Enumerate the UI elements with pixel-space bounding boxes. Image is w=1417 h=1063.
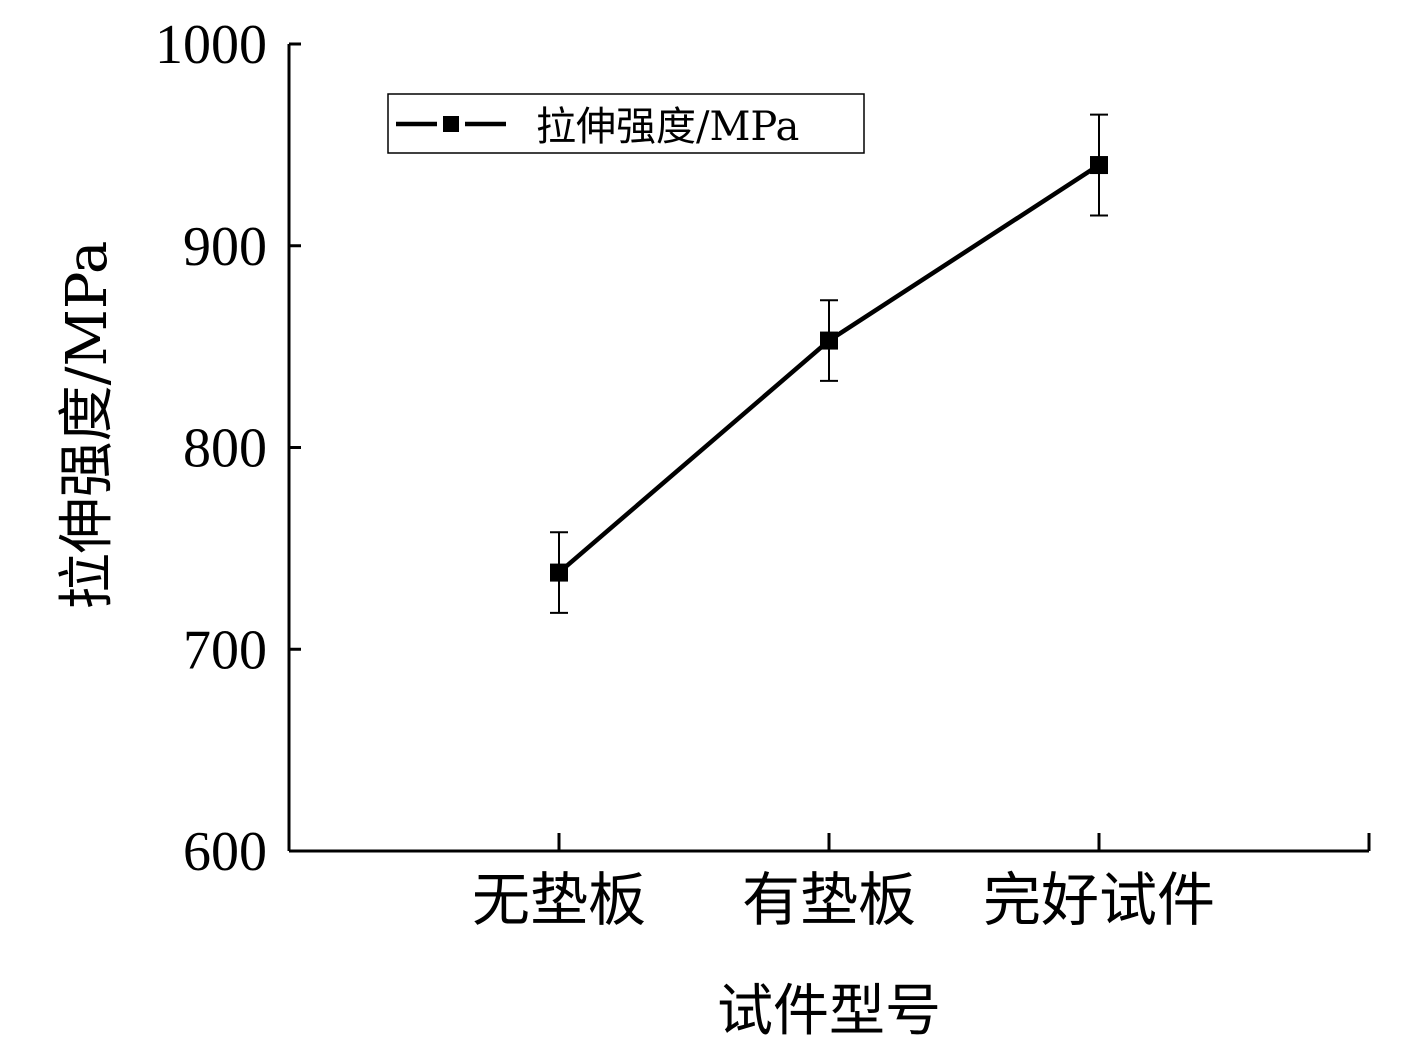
y-tick-label-3: 900 <box>183 216 267 278</box>
axes <box>287 44 1369 853</box>
legend-marker <box>443 116 459 132</box>
error-bars <box>550 113 1108 614</box>
y-ticks: 600 700 800 900 1000 <box>155 14 301 883</box>
data-point-0 <box>550 563 568 582</box>
y-tick-label-1: 700 <box>183 619 267 681</box>
data-markers <box>550 156 1108 582</box>
y-tick-label-0: 600 <box>183 821 267 883</box>
x-axis-title: 试件型号 <box>717 979 941 1044</box>
legend: 拉伸强度/MPa <box>387 93 865 154</box>
legend-label: 拉伸强度/MPa <box>536 104 799 150</box>
data-point-2 <box>1090 156 1108 175</box>
y-tick-label-4: 1000 <box>155 14 267 76</box>
y-axis-title: 拉伸强度/MPa <box>55 241 120 610</box>
x-tick-label-2: 完好试件 <box>983 866 1215 934</box>
x-tick-label-1: 有垫板 <box>742 866 916 934</box>
data-point-1 <box>820 331 838 350</box>
x-ticks: 无垫板 有垫板 完好试件 <box>472 833 1371 934</box>
x-tick-label-0: 无垫板 <box>472 866 646 934</box>
y-tick-label-2: 800 <box>183 418 267 480</box>
